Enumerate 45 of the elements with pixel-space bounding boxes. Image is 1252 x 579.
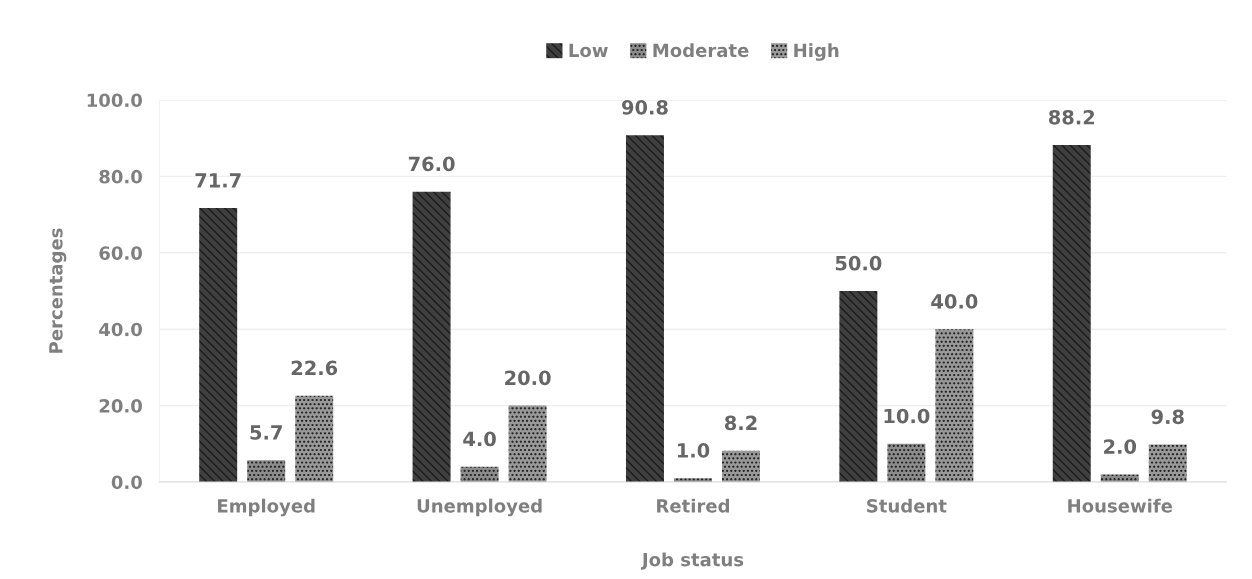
bar [1148, 444, 1187, 483]
y-tick-label: 0.0 [111, 475, 142, 490]
x-tick-label: Unemployed [417, 498, 542, 517]
bar [1052, 145, 1091, 483]
y-tick-label: 80.0 [99, 169, 142, 184]
data-label: 88.2 [1048, 109, 1095, 125]
y-tick-label: 40.0 [99, 322, 142, 337]
bar [199, 208, 238, 483]
data-label: 71.7 [195, 173, 241, 188]
data-label: 1.0 [677, 443, 710, 458]
x-tick-label: Housewife [1068, 498, 1173, 513]
x-tick-label: Retired [657, 498, 729, 513]
x-tick-label: Student [867, 498, 947, 513]
data-label: 8.2 [724, 415, 757, 431]
bar [839, 291, 878, 483]
data-label: 40.0 [931, 294, 978, 309]
data-label: 2.0 [1104, 439, 1137, 454]
bar [295, 395, 334, 483]
legend-label: Moderate [653, 43, 749, 58]
data-label: 76.0 [408, 156, 455, 172]
x-tick-label: Employed [218, 498, 315, 517]
bar [935, 329, 974, 483]
data-label: 20.0 [505, 370, 551, 386]
data-label: 22.6 [291, 360, 338, 376]
data-label: 5.7 [250, 425, 282, 440]
bar [722, 450, 760, 483]
data-label: 10.0 [884, 408, 930, 424]
bar [1100, 474, 1139, 483]
y-tick-label: 100.0 [87, 93, 142, 108]
data-label: 9.8 [1151, 409, 1184, 425]
x-axis-title: Job status [640, 552, 744, 570]
bar [460, 466, 499, 483]
bar [508, 405, 547, 483]
bar [887, 443, 926, 483]
bar [412, 191, 451, 483]
data-label: 50.0 [835, 255, 882, 271]
y-tick-label: 60.0 [99, 246, 142, 260]
legend-label: Low [569, 43, 608, 58]
bar [247, 460, 286, 483]
data-label: 90.8 [621, 100, 668, 115]
y-axis-title: Percentages [49, 228, 67, 353]
data-label: 4.0 [463, 431, 496, 447]
bar [625, 135, 664, 483]
legend-label: High [794, 43, 839, 61]
y-tick-label: 20.0 [99, 399, 142, 413]
